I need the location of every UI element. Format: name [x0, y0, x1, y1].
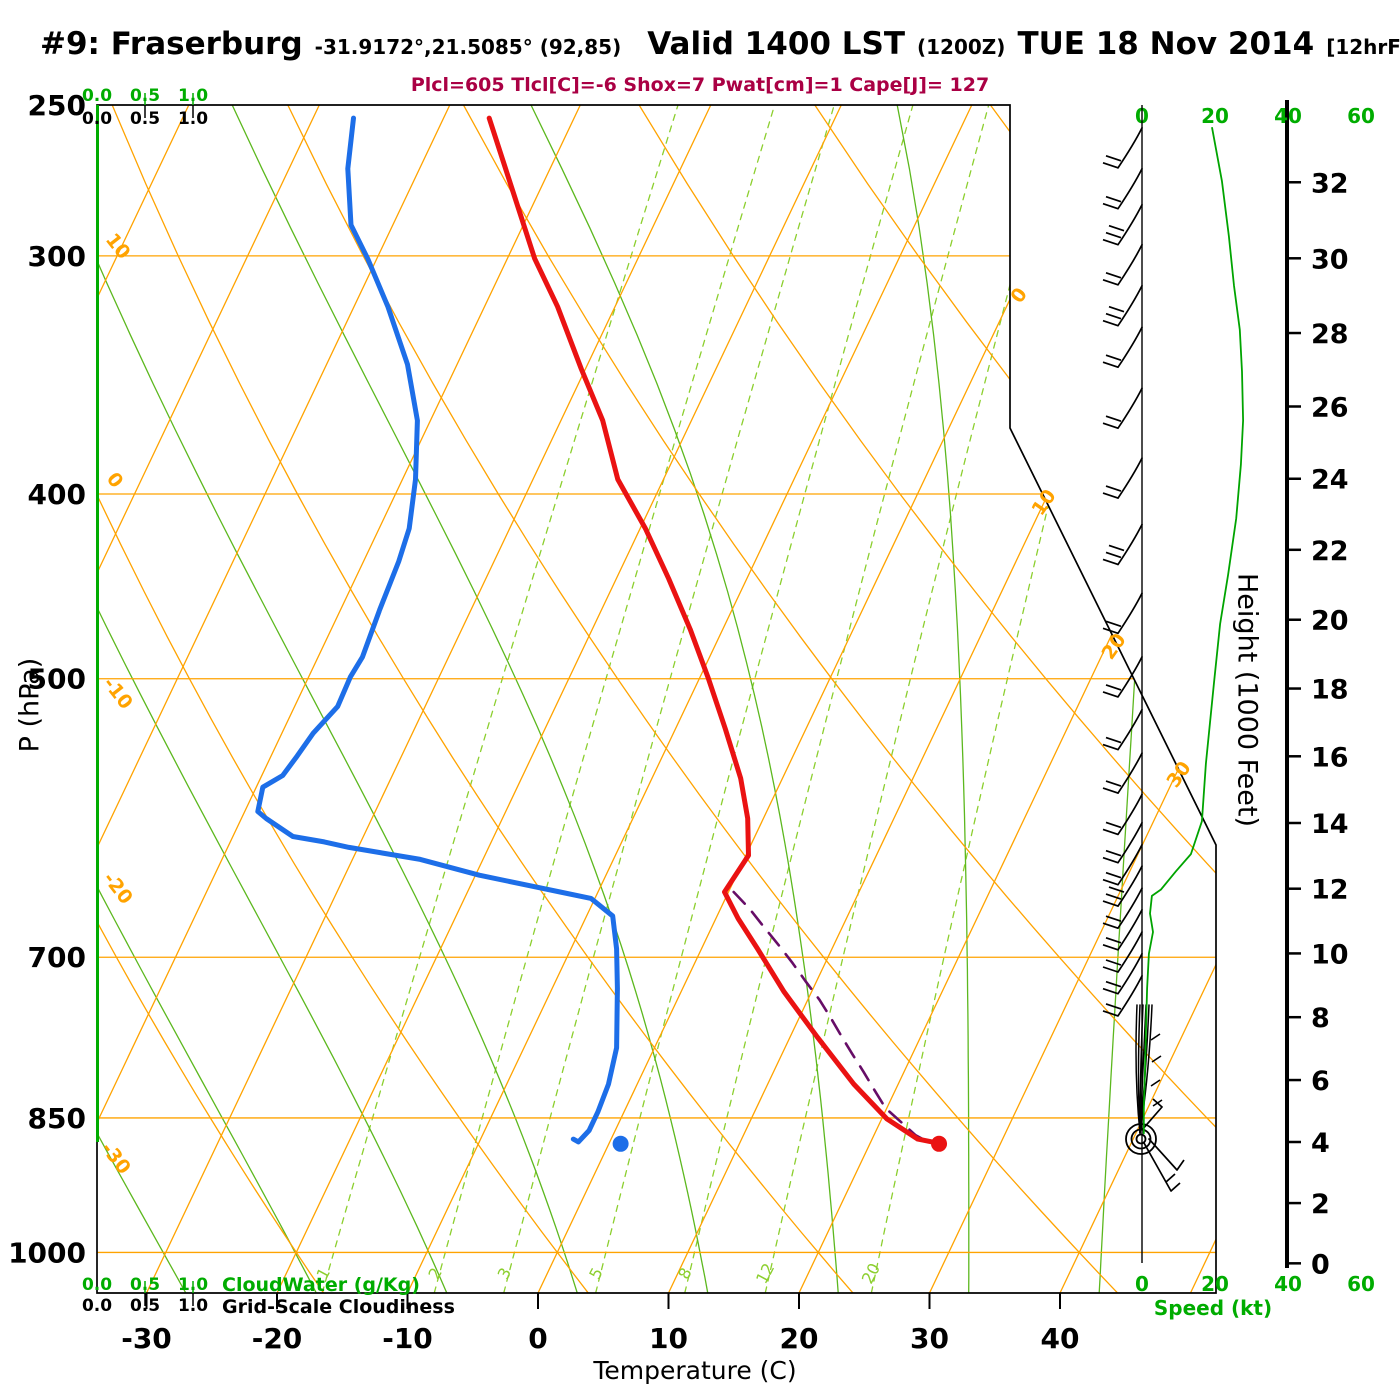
svg-text:12: 12	[752, 1260, 778, 1287]
svg-text:-10: -10	[382, 1322, 433, 1355]
svg-text:16: 16	[1311, 742, 1349, 773]
mixing-ratio-lines	[321, 105, 1148, 1293]
svg-text:32: 32	[1311, 168, 1349, 199]
svg-text:12: 12	[1311, 875, 1349, 906]
svg-text:28: 28	[1311, 319, 1349, 350]
svg-text:1.0: 1.0	[178, 109, 208, 129]
surface-wind-spiral	[1135, 1133, 1147, 1145]
svg-text:40: 40	[1274, 1272, 1302, 1296]
svg-text:850: 850	[28, 1102, 86, 1135]
svg-text:20: 20	[858, 1260, 884, 1287]
station-coords: -31.9172°,21.5085° (92,85)	[314, 35, 622, 59]
svg-text:10: 10	[649, 1322, 688, 1355]
svg-text:4: 4	[1311, 1128, 1330, 1159]
pressure-lines	[97, 255, 1216, 1254]
svg-text:300: 300	[28, 240, 86, 273]
surface-temp-dot	[931, 1135, 948, 1152]
isotherms	[97, 105, 1216, 1293]
station-title: #9: Fraserburg	[40, 26, 303, 62]
surface-wind-spiral	[1125, 1123, 1157, 1155]
svg-text:60: 60	[1347, 1272, 1375, 1296]
valid-time: Valid 1400 LST	[647, 26, 905, 62]
surface-dewpoint-dot	[612, 1135, 629, 1152]
svg-text:0: 0	[102, 468, 127, 492]
svg-text:6: 6	[1311, 1066, 1330, 1097]
dewpoint-curve	[255, 115, 629, 1152]
svg-text:20: 20	[1311, 606, 1349, 637]
svg-text:400: 400	[28, 478, 86, 511]
svg-text:8: 8	[674, 1264, 696, 1282]
svg-text:60: 60	[1347, 104, 1375, 128]
svg-text:-20: -20	[252, 1322, 303, 1355]
svg-text:500: 500	[28, 663, 86, 696]
svg-text:0.0: 0.0	[82, 1296, 112, 1316]
svg-text:30: 30	[1311, 244, 1349, 275]
svg-text:18: 18	[1311, 675, 1349, 706]
svg-text:26: 26	[1311, 392, 1349, 423]
svg-text:20: 20	[1201, 1272, 1229, 1296]
svg-text:-20: -20	[98, 868, 136, 909]
svg-text:10: 10	[1311, 939, 1349, 970]
svg-text:0.5: 0.5	[130, 109, 160, 129]
zulu-time: (1200Z)	[916, 35, 1006, 59]
svg-text:20: 20	[1097, 629, 1130, 663]
svg-text:20: 20	[1201, 104, 1229, 128]
svg-text:14: 14	[1311, 809, 1349, 840]
svg-text:30: 30	[1162, 757, 1195, 791]
wind-speed-profile	[1142, 127, 1244, 1135]
svg-text:0.0: 0.0	[82, 109, 112, 129]
svg-text:0: 0	[1135, 1272, 1149, 1296]
svg-text:40: 40	[1041, 1322, 1080, 1355]
valid-date: TUE 18 Nov 2014	[1017, 26, 1315, 62]
svg-text:8: 8	[1311, 1003, 1330, 1034]
svg-text:40: 40	[1274, 104, 1302, 128]
dry-adiabats	[97, 105, 1216, 1293]
pressure-axis-title: P (hPa)	[14, 657, 46, 753]
svg-text:3: 3	[494, 1264, 516, 1282]
svg-text:22: 22	[1311, 536, 1349, 567]
title-bar: #9: Fraserburg -31.9172°,21.5085° (92,85…	[40, 26, 1400, 62]
svg-text:250: 250	[28, 89, 86, 122]
height-axis-title: Height (1000 Feet)	[1231, 572, 1263, 828]
speed-axis-title: Speed (kt)	[1153, 1296, 1273, 1320]
svg-text:0.0: 0.0	[82, 1275, 112, 1295]
svg-text:5: 5	[585, 1264, 607, 1282]
svg-text:0: 0	[528, 1322, 547, 1355]
svg-text:10: 10	[101, 229, 135, 263]
svg-text:700: 700	[28, 941, 86, 974]
temperature-axis-title: Temperature (C)	[593, 1356, 797, 1385]
forecast-tag: [12hrFcst@0350z]	[1326, 35, 1400, 59]
svg-text:-30: -30	[121, 1322, 172, 1355]
cloudiness-scale-title: Grid-Scale Cloudiness	[222, 1296, 455, 1318]
svg-text:2: 2	[1311, 1189, 1330, 1220]
svg-text:0.0: 0.0	[82, 86, 112, 106]
cloudwater-scale-title: CloudWater (g/Kg)	[222, 1274, 420, 1296]
svg-text:0: 0	[1311, 1249, 1330, 1280]
temperature-curve	[486, 115, 948, 1152]
svg-text:30: 30	[910, 1322, 949, 1355]
wind-barb-column	[1102, 105, 1185, 1263]
sounding-indices: Plcl=605 Tlcl[C]=-6 Shox=7 Pwat[cm]=1 Ca…	[410, 74, 990, 96]
parcel-path-line	[732, 890, 930, 1144]
svg-text:10: 10	[1027, 485, 1060, 519]
svg-text:24: 24	[1311, 465, 1349, 496]
moist-adiabats	[97, 105, 1167, 1293]
surface-wind-spiral	[1130, 1128, 1152, 1150]
svg-text:20: 20	[780, 1322, 819, 1355]
svg-text:1000: 1000	[8, 1236, 86, 1269]
